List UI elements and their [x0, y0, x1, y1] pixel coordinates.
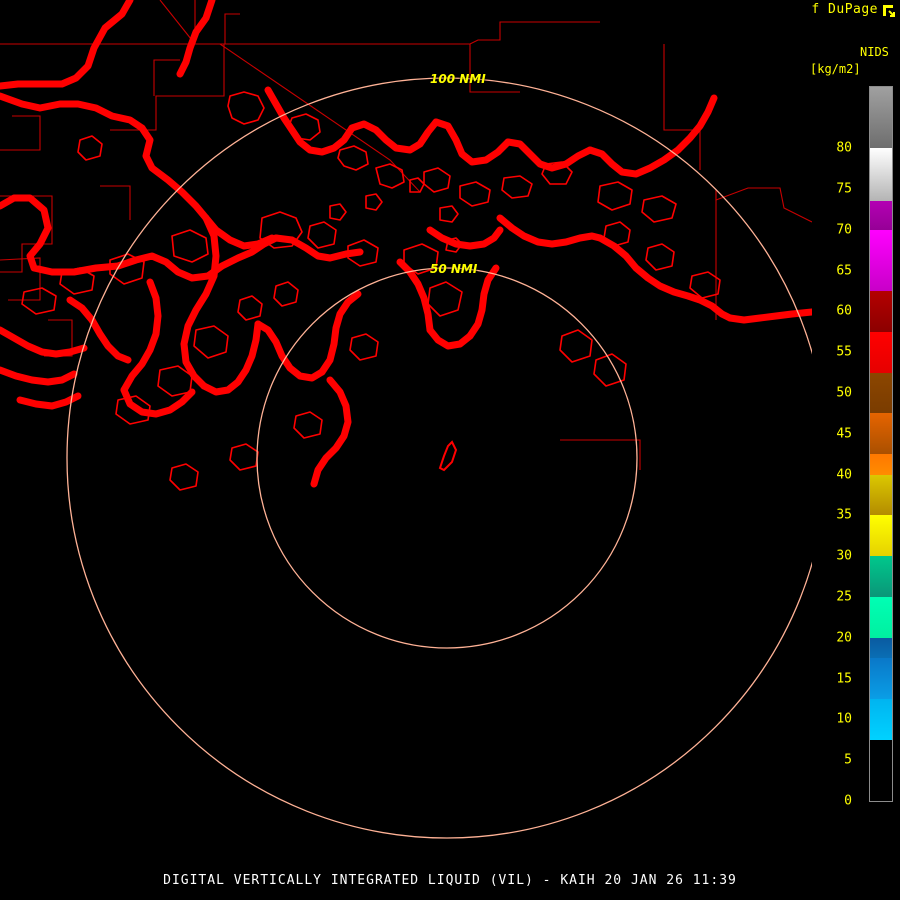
colorbar-band-dark-blue [870, 637, 892, 659]
colorbar-tick-30: 30 [836, 548, 852, 564]
colorbar-tick-35: 35 [836, 507, 852, 523]
colorbar[interactable] [869, 86, 893, 802]
colorbar-band-purple [870, 201, 892, 230]
colorbar-tick-55: 55 [836, 344, 852, 360]
range-rings [66, 77, 812, 839]
colorbar-band-none [870, 739, 892, 801]
island-detail [21, 91, 721, 491]
colorbar-tick-5: 5 [844, 752, 852, 768]
colorbar-tick-60: 60 [836, 303, 852, 319]
range-ring-50-label: 50 NMI [430, 262, 478, 276]
colorbar-band-orange [870, 454, 892, 475]
radar-canvas[interactable] [0, 0, 812, 870]
colorbar-band-cyan [870, 699, 892, 740]
external-link-icon[interactable] [881, 3, 897, 19]
range-ring-100-label: 100 NMI [430, 72, 486, 86]
colorbar-band-magenta [870, 229, 892, 291]
colorbar-tick-40: 40 [836, 467, 852, 483]
colorbar-tick-80: 80 [836, 140, 852, 156]
colorbar-band-dark-red [870, 291, 892, 332]
colorbar-tick-15: 15 [836, 671, 852, 687]
product-caption: DIGITAL VERTICALLY INTEGRATED LIQUID (VI… [163, 873, 737, 888]
colorbar-title: NIDS [860, 45, 889, 59]
colorbar-tick-65: 65 [836, 263, 852, 279]
range-ring-100 [66, 77, 812, 839]
colorbar-band-dark-orange [870, 413, 892, 455]
colorbar-band-yellow [870, 515, 892, 557]
range-ring-50 [256, 267, 638, 649]
colorbar-band-teal [870, 556, 892, 597]
colorbar-units: [kg/m2] [810, 62, 861, 76]
colorbar-band-white-gray [870, 148, 892, 202]
colorbar-tick-25: 25 [836, 589, 852, 605]
colorbar-band-gray [870, 87, 892, 149]
colorbar-band-red [870, 331, 892, 373]
radar-background [0, 0, 812, 870]
colorbar-tick-20: 20 [836, 630, 852, 646]
colorbar-band-brown [870, 372, 892, 414]
colorbar-band-spring-green [870, 597, 892, 638]
colorbar-tick-70: 70 [836, 222, 852, 238]
colorbar-tick-labels: 0 5 10 15 20 25 30 35 40 45 50 55 60 65 70 75 80 [800, 86, 862, 809]
political-boundaries [0, 0, 812, 470]
colorbar-tick-10: 10 [836, 711, 852, 727]
colorbar-band-dark-yellow [870, 474, 892, 516]
colorbar-band-blue [870, 658, 892, 699]
colorbar-tick-45: 45 [836, 426, 852, 442]
colorbar-tick-50: 50 [836, 385, 852, 401]
colorbar-tick-75: 75 [836, 181, 852, 197]
colorbar-tick-0: 0 [844, 793, 852, 809]
center-island [438, 440, 458, 472]
coastline [0, 0, 812, 488]
